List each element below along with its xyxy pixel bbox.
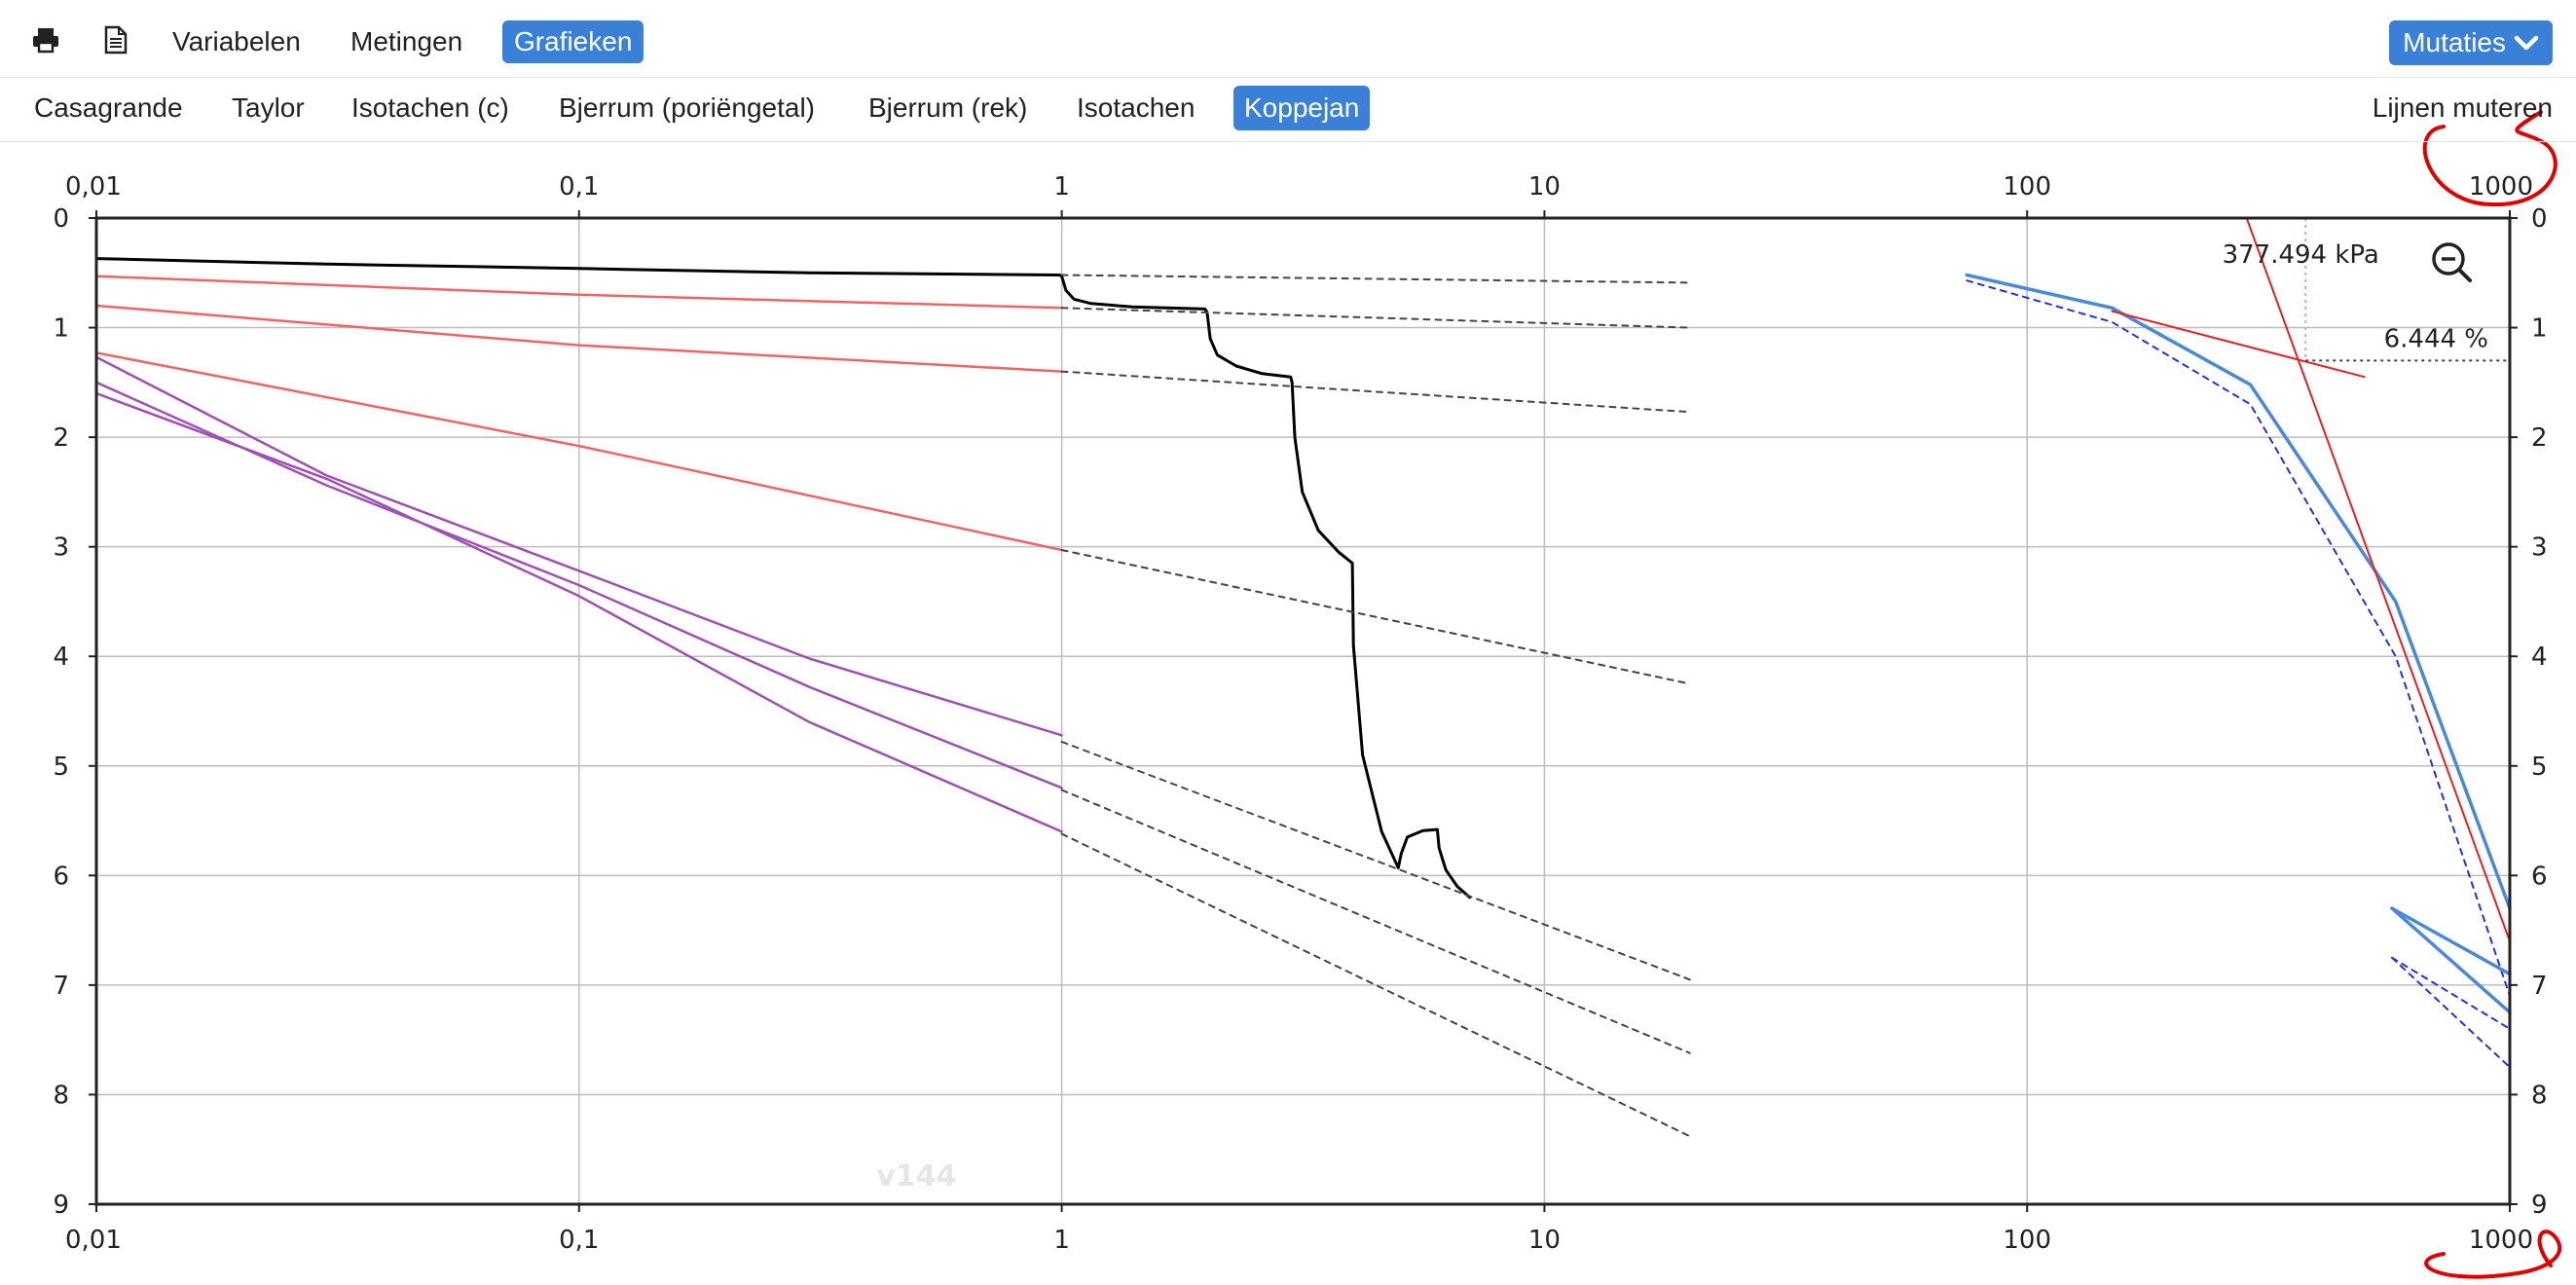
plot-background <box>96 218 2510 1204</box>
y-tick-label-right: 8 <box>2531 1081 2548 1110</box>
y-tick-label-right: 7 <box>2531 972 2548 1001</box>
koppejan-series-line <box>2390 906 2512 1014</box>
pressure-label: 377.494 kPa <box>2223 240 2379 270</box>
y-tick-label-right: 1 <box>2531 314 2548 344</box>
koppejan-series-line <box>1965 273 2512 910</box>
mutaties-button[interactable]: Mutaties <box>2389 20 2553 65</box>
extrapolation-series-line <box>1060 789 1691 1054</box>
x-tick-label-bottom: 1 <box>1053 1226 1070 1255</box>
red_line-series-line <box>2245 217 2511 942</box>
nav-variabelen[interactable]: Variabelen <box>172 26 301 56</box>
tab-bjerrum-porie[interactable]: Bjerrum (poriëngetal) <box>559 92 815 123</box>
koppejan-series-line <box>2391 956 2511 1030</box>
fit-series-line <box>94 304 1063 373</box>
extrapolation-series-line <box>1060 274 1691 284</box>
y-tick-label-left: 4 <box>53 642 69 672</box>
measured-series-line <box>94 257 1472 900</box>
x-tick-label-top: 0,01 <box>65 172 122 202</box>
document-icon[interactable] <box>99 23 132 56</box>
x-tick-label-top: 10 <box>1528 172 1561 202</box>
tab-koppejan[interactable]: Koppejan <box>1233 86 1371 130</box>
y-tick-label-right: 5 <box>2531 753 2548 782</box>
y-tick-label-left: 6 <box>53 862 69 891</box>
version-watermark: v144 <box>876 1159 956 1193</box>
koppejan-series-line <box>2390 906 2512 976</box>
y-tick-label-left: 9 <box>53 1191 69 1220</box>
zoom-out-icon[interactable] <box>2432 242 2472 282</box>
y-tick-label-left: 0 <box>53 204 69 234</box>
mutaties-label: Mutaties <box>2403 27 2506 57</box>
x-tick-label-top: 1000 <box>2469 172 2533 202</box>
fit-series-line <box>94 275 1063 310</box>
y-tick-label-left: 2 <box>53 423 69 453</box>
extrapolation-series-line <box>1060 307 1691 329</box>
koppejan-series-line <box>2391 956 2511 1069</box>
lijnen-muteren-button[interactable]: Lijnen muteren <box>2372 92 2553 123</box>
x-tick-label-bottom: 100 <box>2003 1226 2051 1255</box>
y-tick-label-right: 2 <box>2531 423 2548 453</box>
x-tick-label-top: 1 <box>1053 172 1070 202</box>
y-tick-label-right: 9 <box>2531 1191 2548 1220</box>
nav-metingen[interactable]: Metingen <box>350 26 463 56</box>
tab-taylor[interactable]: Taylor <box>232 92 305 123</box>
y-tick-label-right: 4 <box>2531 642 2548 672</box>
fit-series-line <box>94 355 1063 737</box>
series-lines <box>94 217 2512 1138</box>
red-annotation-circle-bottom <box>2424 1230 2562 1279</box>
fit-series-line <box>94 351 1063 552</box>
print-icon[interactable] <box>29 23 62 56</box>
tab-isotachen-c[interactable]: Isotachen (c) <box>351 92 509 123</box>
x-tick-label-bottom: 1000 <box>2469 1226 2533 1255</box>
y-tick-label-left: 7 <box>53 972 69 1001</box>
annotations: 377.494 kPa 6.444 % v144 <box>876 218 2510 1193</box>
extrapolation-series-line <box>1060 832 1691 1138</box>
x-tick-label-bottom: 10 <box>1528 1226 1561 1255</box>
plot-frame <box>94 216 2512 1206</box>
tab-casagrande[interactable]: Casagrande <box>34 92 183 123</box>
x-tick-label-top: 0,1 <box>559 172 599 202</box>
y-tick-label-left: 8 <box>53 1081 69 1110</box>
red-annotation-circle-top <box>2422 110 2558 207</box>
fit-series-line <box>94 391 1063 833</box>
y-tick-label-left: 1 <box>53 314 69 344</box>
grid-lines <box>89 210 2518 1212</box>
red_line-series-line <box>2111 310 2366 379</box>
nav-grafieken[interactable]: Grafieken <box>502 20 644 63</box>
tab-bjerrum-rek[interactable]: Bjerrum (rek) <box>868 92 1028 123</box>
x-tick-label-bottom: 0,1 <box>559 1226 599 1255</box>
extrapolation-series-line <box>1060 549 1691 685</box>
y-tick-label-left: 5 <box>53 753 69 782</box>
x-tick-label-bottom: 0,01 <box>65 1226 122 1255</box>
main-toolbar: Variabelen Metingen Grafieken Mutaties <box>0 0 2576 78</box>
chevron-down-icon <box>2514 35 2539 51</box>
tab-isotachen[interactable]: Isotachen <box>1077 92 1196 123</box>
y-tick-label-right: 3 <box>2531 533 2548 563</box>
x-tick-label-top: 100 <box>2003 172 2051 202</box>
y-tick-label-left: 3 <box>53 533 69 563</box>
y-tick-label-right: 0 <box>2531 204 2548 234</box>
extrapolation-series-line <box>1060 741 1691 981</box>
extrapolation-series-line <box>1060 370 1691 414</box>
chart-tabs: Casagrande Taylor Isotachen (c) Bjerrum … <box>0 78 2576 142</box>
strain-label: 6.444 % <box>2384 324 2488 353</box>
y-tick-label-right: 6 <box>2531 862 2548 891</box>
